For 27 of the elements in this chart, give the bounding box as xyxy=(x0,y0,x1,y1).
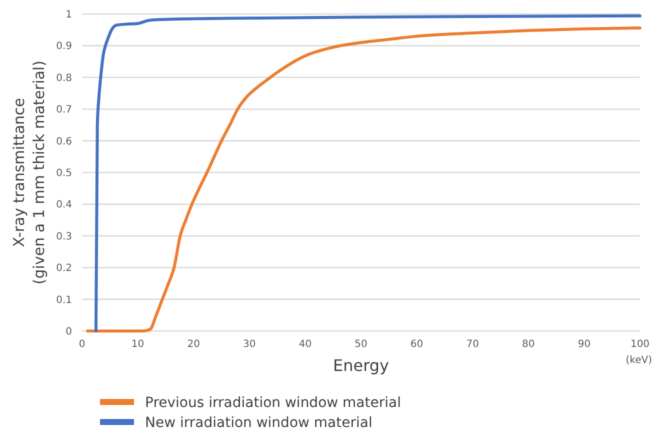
y-tick-label: 0.1 xyxy=(56,294,72,306)
y-tick-label: 0.5 xyxy=(56,168,72,179)
y-tick-label: 0.6 xyxy=(56,136,72,148)
y-tick-label: 0.3 xyxy=(56,231,72,242)
x-tick-label: 10 xyxy=(131,339,144,350)
y-tick-label: 0.2 xyxy=(56,263,72,274)
x-axis-title: Energy xyxy=(332,356,390,375)
x-tick-label: 100 xyxy=(630,339,650,350)
x-tick-label: 70 xyxy=(466,339,479,350)
y-tick-label: 0.7 xyxy=(56,104,72,116)
x-tick-label: 60 xyxy=(410,339,424,350)
y-tick-label: 0.9 xyxy=(56,41,72,52)
x-tick-label: 80 xyxy=(522,339,535,350)
y-tick-label: 1 xyxy=(66,10,72,20)
x-tick-label: 20 xyxy=(187,339,200,350)
x-tick-label: 90 xyxy=(578,339,591,350)
x-tick-label: 30 xyxy=(243,339,256,350)
y-tick-label: 0.4 xyxy=(56,200,72,211)
x-tick-label: 0 xyxy=(78,339,86,350)
x-tick-label: 50 xyxy=(354,339,368,350)
x-tick-label: 40 xyxy=(298,339,312,350)
y-tick-label: 0.8 xyxy=(56,72,72,84)
y-axis-title: X-ray transmittance (given a 1 mm thick material) xyxy=(10,60,48,284)
y-tick-label: 0 xyxy=(66,326,72,338)
legend-label: Previous irradiation window material xyxy=(145,394,401,411)
legend-label: New irradiation window material xyxy=(145,414,372,431)
text: (keV) xyxy=(626,355,652,366)
